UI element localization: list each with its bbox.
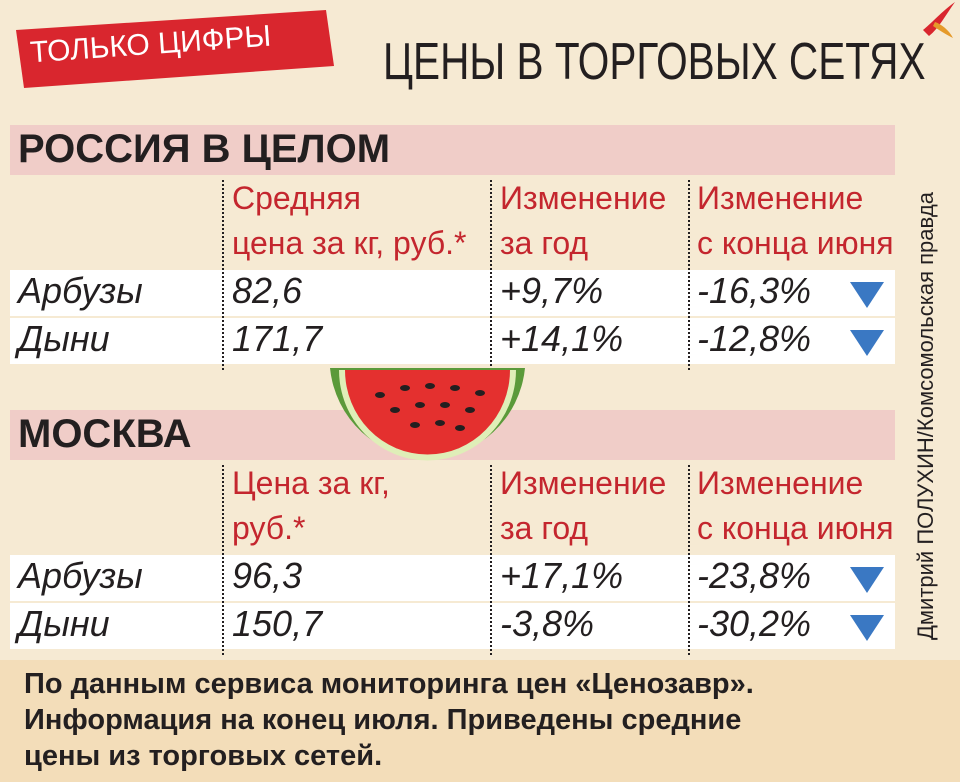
row-label: Арбузы bbox=[18, 555, 143, 596]
footer-text: цены из торговых сетей. bbox=[24, 740, 383, 772]
row-bg bbox=[10, 603, 895, 649]
row-bg bbox=[10, 555, 895, 601]
divider bbox=[490, 180, 492, 370]
badge-shape bbox=[16, 10, 334, 88]
footer-text: Информация на конец июля. Приведены сред… bbox=[24, 704, 742, 736]
cell: 150,7 bbox=[232, 603, 323, 644]
cell: 96,3 bbox=[232, 555, 303, 596]
divider bbox=[222, 465, 224, 655]
column-header: с конца июня bbox=[697, 225, 894, 261]
credit: Дмитрий ПОЛУХИН/Комсомольская правда bbox=[913, 192, 938, 640]
down-arrow bbox=[850, 615, 884, 641]
row-label: Дыни bbox=[18, 603, 110, 644]
divider bbox=[688, 180, 690, 370]
cell: +17,1% bbox=[500, 555, 624, 596]
down-arrow bbox=[850, 282, 884, 308]
column-header: Цена за кг, bbox=[232, 465, 390, 501]
cell: -23,8% bbox=[697, 555, 812, 596]
row-bg bbox=[10, 318, 895, 364]
column-header: цена за кг, руб.* bbox=[232, 225, 467, 261]
down-arrow bbox=[850, 567, 884, 593]
cell: 82,6 bbox=[232, 270, 303, 311]
divider bbox=[688, 465, 690, 655]
footer bbox=[0, 660, 960, 782]
title: ЦЕНЫ В ТОРГОВЫХ СЕТЯХ bbox=[382, 33, 925, 91]
cell: -12,8% bbox=[697, 318, 812, 359]
column-header: за год bbox=[500, 510, 589, 546]
logo bbox=[923, 2, 955, 38]
row-label: Арбузы bbox=[18, 270, 143, 311]
cell: 171,7 bbox=[232, 318, 323, 359]
column-header: Изменение bbox=[697, 465, 864, 501]
divider bbox=[490, 465, 492, 655]
section-title: МОСКВА bbox=[18, 412, 192, 456]
cell: +14,1% bbox=[500, 318, 624, 359]
cell: -30,2% bbox=[697, 603, 812, 644]
cell: +9,7% bbox=[500, 270, 604, 311]
watermelon bbox=[330, 368, 525, 461]
column-header: Изменение bbox=[697, 180, 864, 216]
section-band bbox=[10, 125, 895, 175]
column-header: руб.* bbox=[232, 510, 306, 546]
section-title: РОССИЯ В ЦЕЛОМ bbox=[18, 127, 391, 171]
column-header: Изменение bbox=[500, 180, 667, 216]
cell: -16,3% bbox=[697, 270, 812, 311]
column-header: Средняя bbox=[232, 180, 361, 216]
divider bbox=[222, 180, 224, 370]
row-bg bbox=[10, 270, 895, 316]
column-header: за год bbox=[500, 225, 589, 261]
row-label: Дыни bbox=[18, 318, 110, 359]
down-arrow bbox=[850, 330, 884, 356]
footer-text: По данным сервиса мониторинга цен «Ценоз… bbox=[24, 668, 754, 700]
column-header: с конца июня bbox=[697, 510, 894, 546]
column-header: Изменение bbox=[500, 465, 667, 501]
cell: -3,8% bbox=[500, 603, 595, 644]
